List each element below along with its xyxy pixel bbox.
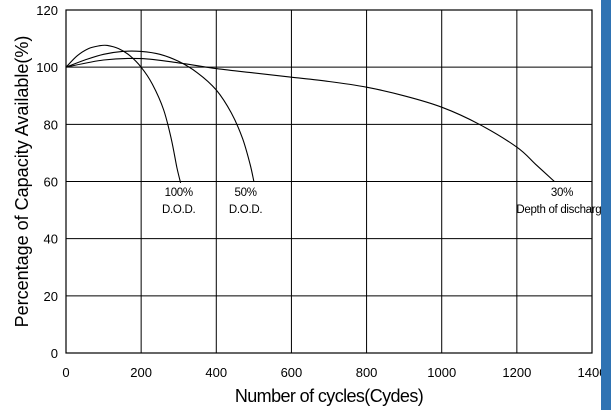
axis-ticks: 0 200 400 600 800 1000 1200 1400 0 20 40 60 80 100 120 <box>36 3 606 380</box>
annotation-line: D.O.D. <box>229 204 262 216</box>
annotations: 100% D.O.D. 50% D.O.D. 30% Depth of discharge <box>162 187 608 216</box>
window-edge-strip <box>601 0 611 410</box>
x-tick-label: 1200 <box>502 365 531 380</box>
annotation-label: 100% D.O.D. <box>162 187 195 216</box>
annotation-line: D.O.D. <box>162 204 195 216</box>
annotation-line: 100% <box>165 187 193 199</box>
annotation-line: 50% <box>235 187 257 199</box>
x-tick-label: 200 <box>130 365 152 380</box>
y-axis-label: Percentage of Capacity Available(%) <box>12 36 32 328</box>
series-group <box>65 44 555 184</box>
y-tick-label: 20 <box>44 289 58 304</box>
y-tick-label: 100 <box>36 60 58 75</box>
x-tick-label: 400 <box>205 365 227 380</box>
series-line <box>65 50 255 182</box>
grid <box>66 10 592 353</box>
x-tick-label: 1400 <box>578 365 607 380</box>
x-axis-label: Number of cycles(Cydes) <box>235 386 423 406</box>
y-tick-label: 0 <box>51 346 58 361</box>
annotation-label: 30% Depth of discharge <box>516 187 607 216</box>
x-tick-label: 600 <box>281 365 303 380</box>
annotation-line: 30% <box>551 187 573 199</box>
annotation-label: 50% D.O.D. <box>229 187 262 216</box>
y-tick-label: 60 <box>44 175 58 190</box>
y-tick-label: 80 <box>44 117 58 132</box>
series-line <box>65 57 555 182</box>
series-line <box>65 44 182 184</box>
annotation-line: Depth of discharge <box>516 204 607 216</box>
x-tick-label: 800 <box>356 365 378 380</box>
plot-frame <box>65 9 593 354</box>
x-tick-label: 0 <box>62 365 69 380</box>
y-tick-label: 120 <box>36 3 58 18</box>
x-tick-label: 1000 <box>427 365 456 380</box>
y-tick-label: 40 <box>44 232 58 247</box>
